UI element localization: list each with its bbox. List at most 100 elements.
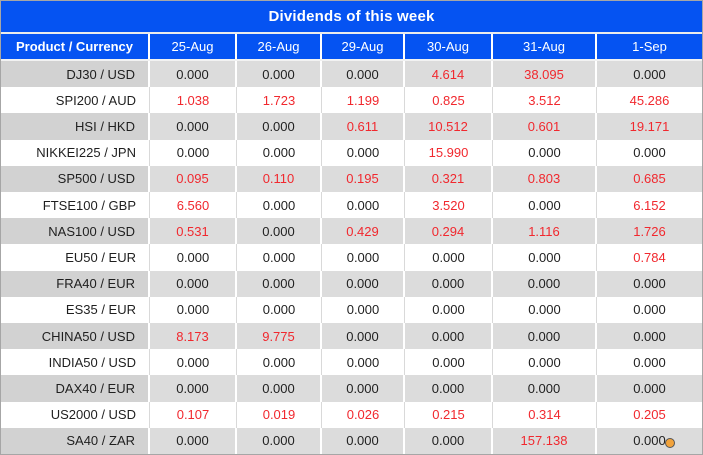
dividend-value-cell: 0.601	[493, 113, 597, 140]
dividend-value-cell: 0.429	[322, 218, 405, 245]
product-cell: CHINA50 / USD	[1, 323, 150, 350]
dividend-value-cell: 3.520	[405, 192, 493, 219]
dividend-value-cell: 0.000	[493, 244, 597, 271]
dividend-value-cell: 6.152	[597, 192, 702, 219]
dividend-value-cell: 3.512	[493, 87, 597, 114]
column-header-date: 31-Aug	[493, 34, 597, 59]
dividend-value-cell: 0.000	[405, 244, 493, 271]
dividend-value-cell: 19.171	[597, 113, 702, 140]
column-header-date: 26-Aug	[237, 34, 322, 59]
dividend-value-cell: 0.000	[493, 192, 597, 219]
table-row: CHINA50 / USD 8.173 9.775 0.000 0.000 0.000 0.…	[1, 323, 702, 350]
product-cell: INDIA50 / USD	[1, 349, 150, 376]
dividend-value-cell: 0.000	[597, 427, 702, 454]
dividend-value-cell: 0.685	[597, 165, 702, 192]
dividend-value-cell: 0.000	[322, 427, 405, 454]
dividend-value-cell: 0.000	[237, 296, 322, 323]
dividend-value-cell: 9.775	[237, 323, 322, 350]
dividend-value-cell: 0.321	[405, 165, 493, 192]
table-row: ES35 / EUR 0.000 0.000 0.000 0.000 0.000 0.000	[1, 296, 702, 323]
dividend-value-cell: 0.000	[237, 61, 322, 88]
dividend-value-cell: 0.000	[405, 296, 493, 323]
dividend-value-cell: 0.110	[237, 165, 322, 192]
product-cell: HSI / HKD	[1, 113, 150, 140]
dividend-value-cell: 0.000	[597, 349, 702, 376]
dividend-value-cell: 0.000	[597, 323, 702, 350]
dividend-value-cell: 0.000	[405, 270, 493, 297]
product-cell: DAX40 / EUR	[1, 375, 150, 402]
column-header-date: 29-Aug	[322, 34, 405, 59]
dividend-value-cell: 0.000	[322, 296, 405, 323]
dividend-value-cell: 0.026	[322, 401, 405, 428]
column-header-date: 25-Aug	[150, 34, 237, 59]
dividend-value-cell: 0.000	[322, 192, 405, 219]
dividend-value-cell: 0.000	[150, 375, 237, 402]
product-cell: SA40 / ZAR	[1, 427, 150, 454]
dividend-value-cell: 0.825	[405, 87, 493, 114]
dividend-value-cell: 0.000	[150, 113, 237, 140]
dividend-value-cell: 0.000	[322, 323, 405, 350]
dividend-value-cell: 10.512	[405, 113, 493, 140]
dividend-value-cell: 6.560	[150, 192, 237, 219]
product-cell: NAS100 / USD	[1, 218, 150, 245]
table-row: EU50 / EUR 0.000 0.000 0.000 0.000 0.000 0.784	[1, 244, 702, 271]
table-row: US2000 / USD 0.107 0.019 0.026 0.215 0.314 0.2…	[1, 401, 702, 428]
table-row: INDIA50 / USD 0.000 0.000 0.000 0.000 0.000 0.…	[1, 349, 702, 376]
dividend-value-cell: 1.116	[493, 218, 597, 245]
table-row: FRA40 / EUR 0.000 0.000 0.000 0.000 0.000 0.00…	[1, 270, 702, 297]
dividend-value-cell: 0.000	[405, 349, 493, 376]
dividend-value-cell: 0.803	[493, 165, 597, 192]
table-row: DJ30 / USD 0.000 0.000 0.000 4.614 38.095 0.00…	[1, 61, 702, 88]
product-cell: SPI200 / AUD	[1, 87, 150, 114]
dividend-value-cell: 0.000	[493, 349, 597, 376]
dividend-value-cell: 0.000	[237, 270, 322, 297]
dividend-value-cell: 0.000	[237, 192, 322, 219]
dividend-value-cell: 157.138	[493, 427, 597, 454]
product-cell: DJ30 / USD	[1, 61, 150, 88]
dividend-value-cell: 0.000	[597, 139, 702, 166]
dividend-value-cell: 0.000	[150, 270, 237, 297]
dividend-value-cell: 0.531	[150, 218, 237, 245]
dividend-value-cell: 1.038	[150, 87, 237, 114]
product-cell: EU50 / EUR	[1, 244, 150, 271]
dividend-value-cell: 0.000	[322, 270, 405, 297]
dividend-value-cell: 1.726	[597, 218, 702, 245]
dividend-value-cell: 8.173	[150, 323, 237, 350]
dividend-value-cell: 1.723	[237, 87, 322, 114]
dividend-value-cell: 0.000	[322, 349, 405, 376]
table-row: SA40 / ZAR 0.000 0.000 0.000 0.000 157.138 0.0…	[1, 427, 702, 454]
dividend-value-cell: 0.000	[493, 375, 597, 402]
dividend-value-cell: 0.000	[597, 296, 702, 323]
dividend-value-cell: 0.000	[237, 139, 322, 166]
table-title: Dividends of this week	[268, 8, 435, 25]
dividend-value-cell: 0.000	[322, 375, 405, 402]
dividend-value-cell: 0.095	[150, 165, 237, 192]
dividend-value-cell: 0.000	[405, 375, 493, 402]
dividend-value-cell: 0.000	[405, 427, 493, 454]
dividend-value-cell: 0.000	[150, 139, 237, 166]
dividend-value-cell: 0.000	[493, 296, 597, 323]
dividend-value-cell: 0.000	[150, 61, 237, 88]
dividend-value-cell: 0.000	[493, 270, 597, 297]
dividend-value-cell: 0.000	[237, 427, 322, 454]
dividend-value-cell: 1.199	[322, 87, 405, 114]
table-row: HSI / HKD 0.000 0.000 0.611 10.512 0.601 19.17…	[1, 113, 702, 140]
column-header-date: 1-Sep	[597, 34, 702, 59]
dividend-value-cell: 0.107	[150, 401, 237, 428]
dividend-value-cell: 45.286	[597, 87, 702, 114]
dividend-value-cell: 0.000	[597, 270, 702, 297]
dividend-value-cell: 0.314	[493, 401, 597, 428]
dividend-value-cell: 0.000	[237, 244, 322, 271]
dividend-value-cell: 0.000	[405, 323, 493, 350]
dividend-value-cell: 0.000	[322, 61, 405, 88]
orange-dot-icon	[665, 438, 675, 448]
table-row: NAS100 / USD 0.531 0.000 0.429 0.294 1.116 1.7…	[1, 218, 702, 245]
dividend-value-cell: 0.000	[493, 139, 597, 166]
dividend-value-cell: 0.000	[597, 61, 702, 88]
table-row: SPI200 / AUD 1.038 1.723 1.199 0.825 3.512 45.…	[1, 87, 702, 114]
dividend-value-cell: 0.294	[405, 218, 493, 245]
table-title-bar: Dividends of this week	[1, 1, 702, 34]
dividend-value-cell: 0.000	[322, 139, 405, 166]
table-row: DAX40 / EUR 0.000 0.000 0.000 0.000 0.000 0.00…	[1, 375, 702, 402]
